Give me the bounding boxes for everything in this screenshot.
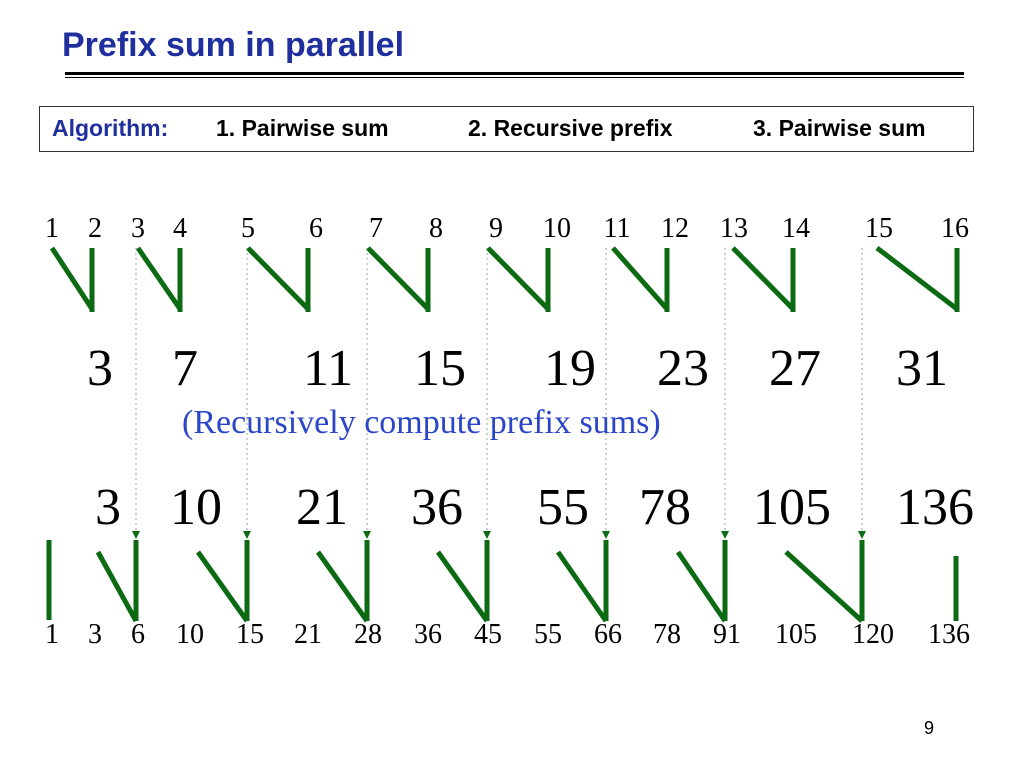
output-lines [46, 540, 959, 623]
output-diagonal-line [675, 550, 728, 623]
output-diagonal-line [195, 550, 250, 623]
output-value: 6 [131, 619, 145, 650]
recursive-prefix-value: 105 [753, 479, 831, 536]
arrowhead [243, 531, 251, 539]
recursive-prefix-value: 36 [411, 479, 463, 536]
pair-diagonal-line [731, 246, 795, 311]
input-value: 7 [369, 213, 383, 244]
output-value: 91 [713, 619, 741, 650]
pair-diagonal-line [49, 246, 95, 311]
algorithm-box: Algorithm: 1. Pairwise sum 2. Recursive … [39, 106, 974, 152]
guide-lines [135, 248, 863, 530]
pair-sum-value: 27 [769, 340, 821, 397]
pair-diagonal-line [246, 246, 310, 311]
pair-sum-value: 23 [657, 340, 709, 397]
algorithm-step-3: 3. Pairwise sum [753, 115, 926, 141]
pair-sum-value: 11 [303, 340, 353, 397]
output-diagonal-line [555, 550, 609, 623]
pair-sum-value: 19 [544, 340, 596, 397]
input-value: 8 [429, 213, 443, 244]
input-value: 13 [720, 213, 748, 244]
input-value: 15 [865, 213, 893, 244]
input-value: 2 [88, 213, 102, 244]
recursive-note: (Recursively compute prefix sums) [182, 404, 661, 441]
input-value: 12 [661, 213, 689, 244]
recursive-prefix-value: 55 [537, 479, 589, 536]
output-value: 55 [534, 619, 562, 650]
arrowheads [132, 531, 866, 539]
pair-sum-value: 15 [414, 340, 466, 397]
recursive-prefix-value: 3 [95, 479, 121, 536]
algorithm-step-2: 2. Recursive prefix [468, 115, 673, 141]
pair-diagonal-line [875, 246, 959, 311]
pair-sum-value: 31 [896, 340, 948, 397]
arrowhead [721, 531, 729, 539]
output-value: 1 [45, 619, 59, 650]
pairwise-sum-lines [49, 246, 960, 312]
algorithm-label: Algorithm: [52, 115, 169, 141]
output-value: 45 [474, 619, 502, 650]
recursive-prefix-value: 21 [296, 479, 348, 536]
diagram-labels: 1 2 3 4 5 6 7 8 9 10 11 12 13 14 15 163 7 11 15 19 23 27 313 10… [45, 213, 974, 650]
output-diagonal-line [315, 550, 370, 623]
input-value: 3 [131, 213, 145, 244]
recursive-prefix-value: 136 [896, 479, 974, 536]
input-value: 1 [45, 213, 59, 244]
arrowhead [132, 531, 140, 539]
pair-sum-value: 7 [172, 340, 198, 397]
output-value: 120 [852, 619, 894, 650]
output-value: 78 [653, 619, 681, 650]
pair-diagonal-line [135, 246, 183, 311]
recursive-prefix-value: 78 [639, 479, 691, 536]
page-number: 9 [924, 718, 935, 738]
arrowhead [858, 531, 866, 539]
recursive-prefix-value: 10 [170, 479, 222, 536]
output-value: 15 [236, 619, 264, 650]
output-value: 136 [928, 619, 970, 650]
output-value: 21 [294, 619, 322, 650]
arrowhead [602, 531, 610, 539]
pair-diagonal-line [366, 246, 430, 311]
arrowhead [363, 531, 371, 539]
output-diagonal-line [435, 550, 490, 623]
arrowhead [483, 531, 491, 539]
output-value: 28 [354, 619, 382, 650]
input-value: 10 [543, 213, 571, 244]
pair-diagonal-line [486, 246, 550, 311]
algorithm-step-1: 1. Pairwise sum [216, 115, 389, 141]
output-diagonal-line [95, 550, 139, 623]
input-value: 9 [489, 213, 503, 244]
title-underline-thin [65, 77, 964, 78]
output-value: 3 [88, 619, 102, 650]
input-value: 16 [941, 213, 969, 244]
title-underline [65, 72, 964, 75]
input-value: 4 [173, 213, 187, 244]
output-value: 36 [414, 619, 442, 650]
input-value: 11 [604, 213, 631, 244]
output-value: 10 [176, 619, 204, 650]
page-title: Prefix sum in parallel [62, 26, 405, 64]
input-value: 6 [309, 213, 323, 244]
pair-sum-value: 3 [87, 340, 113, 397]
pair-diagonal-line [611, 246, 669, 311]
output-value: 66 [594, 619, 622, 650]
input-value: 5 [241, 213, 255, 244]
output-value: 105 [775, 619, 817, 650]
input-value: 14 [782, 213, 810, 244]
output-diagonal-line [784, 550, 864, 623]
